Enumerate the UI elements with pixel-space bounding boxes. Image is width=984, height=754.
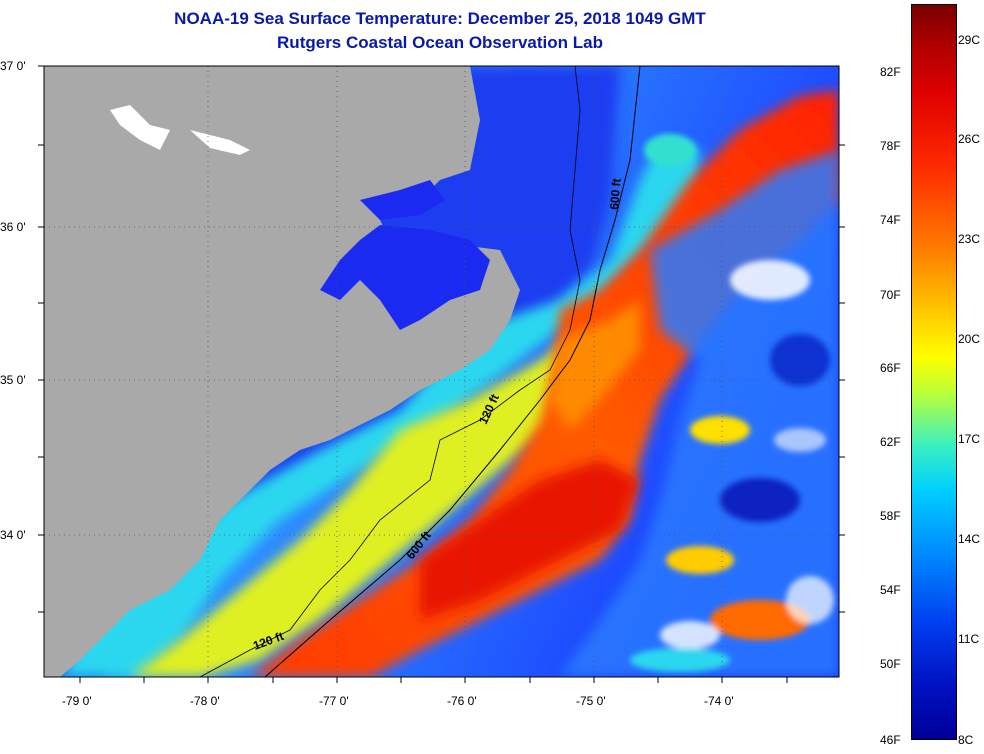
map-title: NOAA-19 Sea Surface Temperature: Decembe… [174,9,706,28]
map-canvas: 600 ft 120 ft 600 ft 120 ft [44,66,839,677]
lake [190,130,250,155]
colorbar-label-f: 46F [880,733,901,747]
axis-ticks [38,65,845,683]
colorbar-label-c: 14C [958,532,981,546]
colorbar-label-f: 82F [880,65,901,79]
map-subtitle: Rutgers Coastal Ocean Observation Lab [277,33,603,52]
albemarle-sound [360,180,445,220]
lat-label-37: 37 0' [0,59,26,73]
contour-120ft [199,66,581,677]
lat-label-36: 36 0' [0,220,26,234]
contour-600ft [264,66,641,677]
lon-label-77: -77 0' [319,694,349,708]
colorbar-label-f: 58F [880,509,901,523]
colorbar-label-c: 20C [958,332,981,346]
contour-label-600ft-north: 600 ft [607,178,624,210]
lat-label-34: 34 0' [0,528,26,542]
colorbar-label-c: 23C [958,232,981,246]
shelf-water [60,140,700,677]
colorbar-label-f: 74F [880,213,901,227]
eddy [644,134,696,166]
colorbar-label-c: 17C [958,432,981,446]
lat-label-35: 35 0' [0,373,26,387]
lon-label-76: -76 0' [447,694,477,708]
colorbar-label-c: 11C [958,632,980,646]
lake [110,105,170,150]
colorbar-label-f: 78F [880,139,901,153]
lon-label-78: -78 0' [190,694,220,708]
temperature-colorbar [911,4,957,740]
pamlico-sound [320,225,490,330]
map-frame [43,65,840,678]
colorbar-label-f: 66F [880,361,901,375]
lon-label-75: -75 0' [576,694,606,708]
land-mass [44,66,520,677]
colorbar-label-f: 50F [880,657,901,671]
colorbar-label-c: 8C [958,733,974,747]
lon-label-79: -79 0' [62,694,92,708]
colorbar-label-c: 26C [958,132,981,146]
colorbar-label-f: 54F [880,583,901,597]
lon-label-74: -74 0' [704,694,734,708]
graticule [44,66,839,677]
colorbar-label-f: 70F [880,288,901,302]
colorbar-label-c: 29C [958,33,981,47]
colorbar-label-f: 62F [880,435,901,449]
